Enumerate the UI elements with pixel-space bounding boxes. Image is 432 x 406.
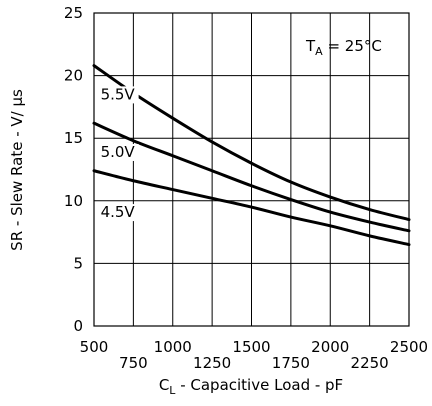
x-tick-label: 500 (80, 338, 109, 356)
series-label-bg (96, 204, 139, 222)
x-tick-label: 750 (119, 354, 148, 372)
y-tick-label: 0 (73, 317, 83, 335)
tick-labels: 500 1000 1500 2000 2500 750 1250 1750 2250 0 5 10 15… (64, 4, 428, 372)
x-tick-label: 1500 (232, 338, 270, 356)
y-tick-label: 15 (64, 129, 83, 147)
y-tick-label: 25 (64, 4, 83, 22)
series-label-bg (96, 143, 139, 161)
y-tick-label: 5 (73, 254, 83, 272)
series-label-5.5V: 5.5V (101, 85, 136, 103)
y-tick-label: 10 (64, 192, 83, 210)
x-tick-label: 1000 (154, 338, 192, 356)
series-curves (92, 64, 411, 247)
series-label-5.0V: 5.0V (101, 143, 136, 161)
series-label-4.5V: 4.5V (101, 203, 136, 221)
x-tick-label: 2500 (390, 338, 428, 356)
temperature-annotation: TA = 25°C (305, 37, 382, 58)
series-line-5.5V (92, 64, 411, 222)
series-labels: 5.5V 5.0V 4.5V (96, 85, 139, 222)
series-label-bg (96, 86, 139, 104)
series-line-5.0V (92, 121, 411, 233)
x-tick-label: 2000 (311, 338, 349, 356)
x-tick-label: 2250 (351, 354, 389, 372)
y-tick-label: 20 (64, 67, 83, 85)
grid-lines (93, 12, 410, 327)
x-axis-title: CL - Capacitive Load - pF (159, 376, 343, 397)
y-axis-title: SR - Slew Rate - V/ µs (8, 89, 26, 251)
series-line-4.5V (92, 169, 411, 247)
x-tick-label: 1250 (193, 354, 231, 372)
x-tick-label: 1750 (272, 354, 310, 372)
